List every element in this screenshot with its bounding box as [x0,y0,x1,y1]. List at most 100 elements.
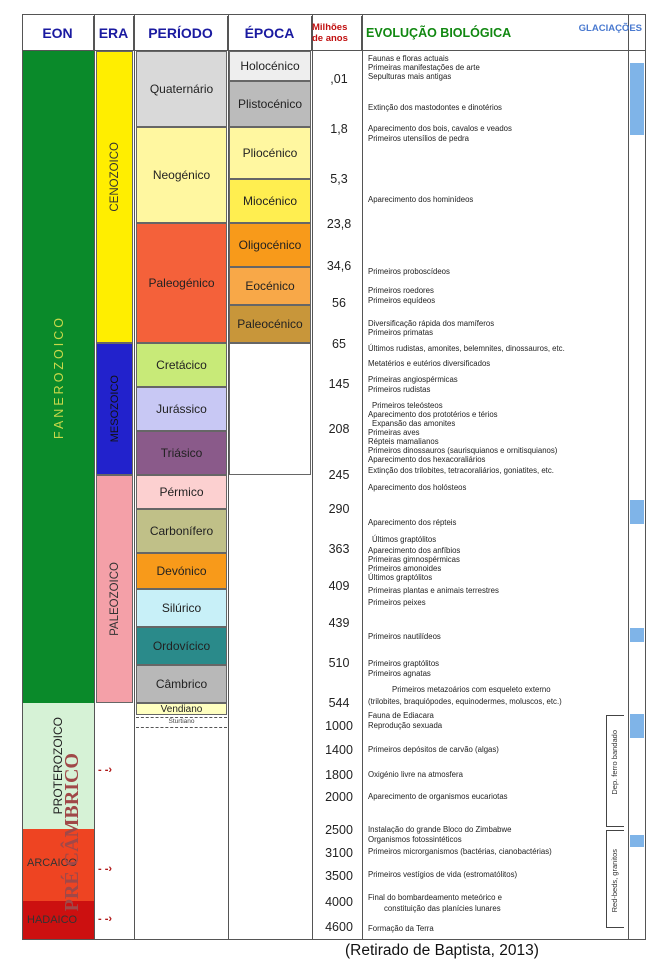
period-cretacico: Cretácico [136,343,227,387]
event-text: Répteis mamalianos [368,437,439,446]
event-text: Aparecimento dos hominídeos [368,195,474,204]
period-triasico: Triásico [136,431,227,475]
arrow-right-icon: - -› [98,913,113,925]
era-mesozoico: MESOZOICO [96,343,133,475]
age-label: 510 [328,656,350,670]
age-label: ,01 [330,72,348,86]
event-text: Primeiras plantas e animais terrestres [368,586,499,595]
col-divider [94,14,95,940]
age-label: 56 [332,296,346,310]
era-mesozoico-label: MESOZOICO [108,375,121,443]
event-text: Aparecimento dos hexacoraliários [368,455,486,464]
glaciation-bar [630,63,644,135]
age-label: 1400 [325,743,353,757]
event-text: Formação da Terra [368,924,434,933]
age-label: 23,8 [326,217,352,231]
glaciation-bar [630,714,644,738]
era-paleozoico-label: PALEOZOICO [108,562,121,636]
age-label: 1000 [325,719,353,733]
eon-arcaico: ARCAICO [23,829,94,901]
age-label: 290 [328,502,350,516]
period-permico: Pérmico [136,475,227,509]
event-text: Expansão das amonites [372,419,456,428]
age-label: 3500 [325,869,353,883]
red-beds-label: Red-beds, granitos [610,849,619,913]
age-label: 439 [328,616,350,630]
event-text: Instalação do grande Bloco do Zimbabwe [368,825,512,834]
event-text: Oxigénio livre na atmosfera [368,770,463,779]
event-text: Primeiros vestígios de vida (estromatóli… [368,870,518,879]
period-vendiano: Vendiano [136,703,227,715]
event-text: Primeiros nautilídeos [368,632,441,641]
event-text: Primeiras manifestações de arte [368,63,480,72]
event-text: Primeiros rudistas [368,385,431,394]
era-paleozoico: PALEOZOICO [96,475,133,703]
epoch-miocenico: Miocénico [229,179,311,223]
eon-hadaico-label: HADAICO [27,914,78,926]
event-text: Primeiras angiospérmicas [368,375,458,384]
period-neogenico: Neogénico [136,127,227,223]
age-label: 65 [332,337,346,351]
event-text: Aparecimento de organismos eucariotas [368,792,508,801]
epoch-pliocenico: Pliocénico [229,127,311,179]
header-evolucao: EVOLUÇÃO BIOLÓGICA [366,26,512,40]
eon-arcaico-label: ARCAICO [27,857,78,869]
age-label: 5,3 [330,172,348,186]
event-text: Aparecimento dos répteis [368,518,457,527]
eon-proterozoico: PROTEROZOICO [23,703,94,829]
arrow-right-icon: - -› [98,764,113,776]
glaciation-bar [630,500,644,524]
event-text: Primeiros metazoários com esqueleto exte… [392,685,551,694]
dep-ferro-label: Dep. ferro bandado [610,730,619,795]
credit-caption: (Retirado de Baptista, 2013) [345,942,539,959]
event-text: Primeiros teleósteos [372,401,443,410]
pre-cambrico-label: PRÉ CÂMBRICO [60,752,83,912]
epoch-paleocenico: Paleocénico [229,305,311,343]
event-text: Primeiros depósitos de carvão (algas) [368,745,499,754]
header-periodo: PERÍODO [134,16,228,50]
event-text: Final do bombardeamento meteórico e [368,893,502,902]
age-label: 145 [328,377,350,391]
header-glaciacoes: GLACIAÇÕES [578,22,642,34]
event-text: Primeiros equídeos [368,296,436,305]
event-text: Aparecimento dos anfíbios [368,546,461,555]
col-divider [628,14,629,940]
col-divider [134,14,135,940]
age-label: 544 [328,696,350,710]
eon-fanerozoico: FANEROZOICO [23,51,94,703]
event-text: Primeiros microrganismos (bactérias, cia… [368,847,552,856]
period-devonico: Devónico [136,553,227,589]
event-text: Últimos graptólitos [368,573,433,582]
event-text: Últimos rudistas, amonites, belemnites, … [368,344,565,353]
eon-fanerozoico-label: FANEROZOICO [51,315,66,439]
event-text: Primeiras gimnospérmicas [368,555,460,564]
period-jurassico: Jurássico [136,387,227,431]
glaciation-bar [630,835,644,847]
header-era: ERA [94,16,134,50]
period-silurico: Silúrico [136,589,227,627]
age-label: 1,8 [330,122,348,136]
arrow-right-icon: - -› [98,863,113,875]
event-text: Aparecimento dos bois, cavalos e veados [368,124,512,133]
event-text: Primeiros roedores [368,286,434,295]
event-text: Fauna de Ediacara [368,711,434,720]
glaciation-bar [630,628,644,642]
pre-cambrico-overlay: PRÉ CÂMBRICO [54,742,90,922]
event-text: Primeiros utensílios de pedra [368,134,469,143]
age-label: 208 [328,422,350,436]
event-text: Aparecimento dos holósteos [368,483,467,492]
event-text: Primeiros dinossauros (saurisquianos e o… [368,446,558,455]
event-text: Primeiros primatas [368,328,433,337]
col-divider [228,14,229,940]
event-text: Primeiros amonoides [368,564,442,573]
event-text: Metatérios e eutérios diversificados [368,359,491,368]
age-label: 1800 [325,768,353,782]
event-text: Primeiros graptólitos [368,659,440,668]
epoch-holocenico: Holocénico [229,51,311,81]
header-eon: EON [22,16,94,50]
age-label: 2000 [325,790,353,804]
period-quaternario: Quaternário [136,51,227,127]
event-text: Primeiros proboscídeos [368,267,450,276]
event-text: (trilobites, braquiópodes, equinodermes,… [368,697,562,706]
epoch-plistocenico: Plistocénico [229,81,311,127]
